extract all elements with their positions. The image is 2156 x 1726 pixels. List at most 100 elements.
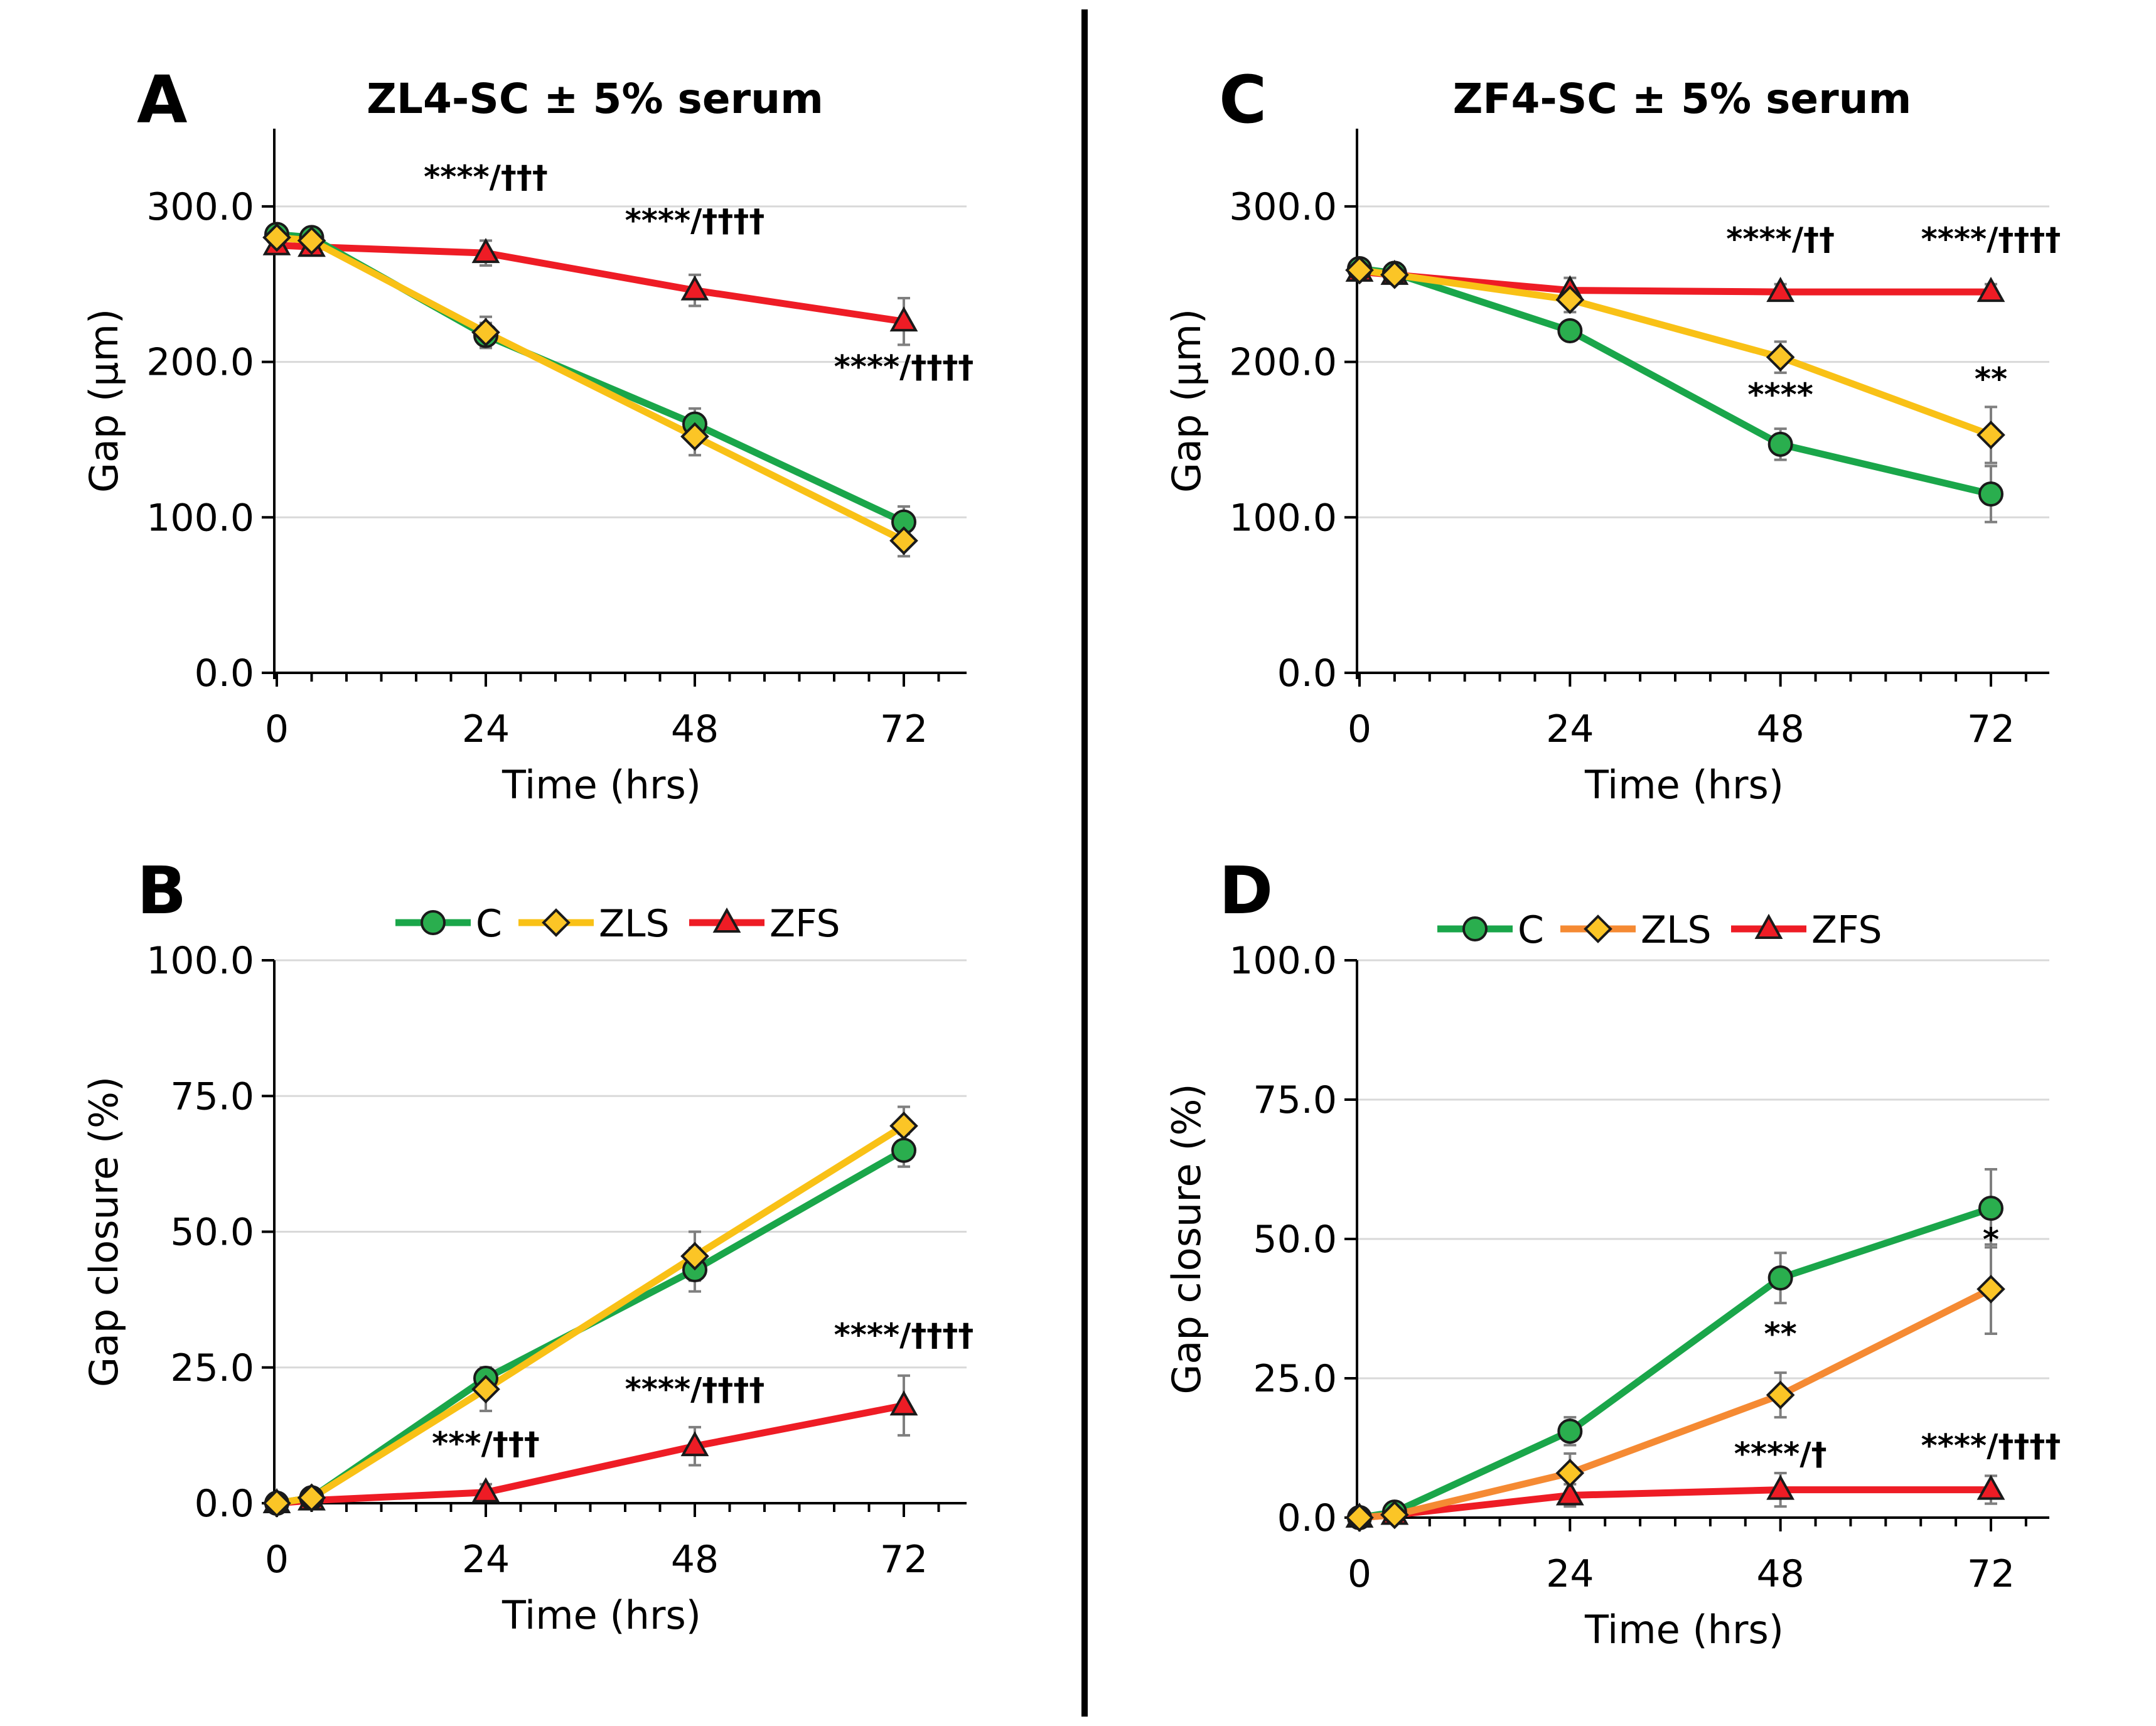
- panel-letter: C: [1219, 62, 1267, 138]
- data-point-zls: [1380, 260, 1409, 289]
- significance-label: ****/††††: [625, 1371, 765, 1408]
- legend-label-c: C: [1518, 908, 1544, 952]
- data-point-c: [1767, 1265, 1793, 1291]
- data-point-zls: [471, 318, 500, 347]
- x-tick-label: 24: [462, 1538, 510, 1582]
- chart-title: ZF4-SC ± 5% serum: [1453, 75, 1912, 123]
- data-point-c: [1978, 481, 2003, 507]
- significance-label: ****/††††: [834, 1317, 974, 1353]
- significance-label: ***/†††: [432, 1425, 540, 1462]
- y-tick-label: 100.0: [1229, 939, 1337, 983]
- y-tick-label: 0.0: [195, 1482, 254, 1526]
- panel-letter: A: [137, 62, 188, 138]
- y-tick-label: 0.0: [1277, 1496, 1337, 1540]
- y-tick-label: 50.0: [1253, 1218, 1337, 1262]
- data-point-zls: [1555, 285, 1585, 314]
- y-tick-label: 75.0: [1253, 1078, 1337, 1122]
- series-line-c: [1359, 1204, 1992, 1521]
- y-tick-label: 200.0: [146, 341, 254, 385]
- data-point-zls: [471, 1375, 500, 1404]
- chart-title: ZL4-SC ± 5% serum: [367, 75, 823, 123]
- y-tick-label: 25.0: [1253, 1357, 1337, 1401]
- data-point-zfs: [889, 1390, 918, 1416]
- data-point-zls: [1555, 1459, 1585, 1487]
- y-tick-label: 200.0: [1229, 341, 1337, 385]
- y-tick-label: 50.0: [170, 1211, 254, 1255]
- y-tick-label: 75.0: [170, 1075, 254, 1118]
- x-tick-label: 48: [671, 707, 719, 751]
- panel-letter: D: [1219, 852, 1273, 929]
- significance-label: **: [1975, 361, 2007, 397]
- y-tick-label: 100.0: [146, 496, 254, 540]
- y-tick-label: 0.0: [1277, 651, 1337, 695]
- legend: C ZLS ZFS: [395, 902, 840, 946]
- x-tick-label: 48: [1756, 1552, 1804, 1596]
- chart-panel-a: 0.0 100.0 200.0 300.0 0 24 48 72 Time (hrs) Gap (…: [81, 62, 973, 808]
- x-tick-label: 72: [880, 1538, 928, 1582]
- panel-letter: B: [137, 852, 186, 929]
- significance-label: ****/†††: [424, 159, 548, 195]
- legend-marker-zls: [542, 908, 571, 937]
- legend-label-zfs: ZFS: [770, 902, 840, 946]
- data-point-c: [1767, 431, 1793, 457]
- data-point-c: [891, 1137, 916, 1163]
- chart-panel-b: 0.0 25.0 50.0 75.0 100.0 0 24 48 72 Time (hrs) Gap…: [81, 852, 973, 1638]
- x-axis-title: Time (hrs): [501, 762, 701, 808]
- data-point-zls: [680, 422, 709, 451]
- legend-marker-c: [421, 910, 446, 935]
- legend-marker-zfs: [712, 907, 741, 933]
- series-line-zfs: [276, 242, 904, 325]
- data-point-zls: [1976, 421, 2005, 449]
- data-point-zls: [1345, 255, 1374, 285]
- x-tick-label: 24: [1546, 1552, 1594, 1596]
- data-point-zfs: [1555, 1480, 1584, 1506]
- y-axis-title: Gap (μm): [81, 309, 127, 493]
- x-axis-title: Time (hrs): [1584, 1607, 1784, 1653]
- y-tick-label: 100.0: [1229, 496, 1337, 540]
- data-point-c: [1978, 1196, 2003, 1221]
- x-tick-label: 72: [880, 707, 928, 751]
- data-point-zls: [1345, 1503, 1374, 1532]
- data-point-zfs: [471, 238, 500, 264]
- y-axis-title: Gap closure (%): [81, 1076, 127, 1387]
- data-point-zls: [889, 1111, 918, 1140]
- data-point-zfs: [889, 306, 918, 332]
- data-point-zfs: [680, 1431, 709, 1457]
- data-point-zfs: [1976, 1474, 2005, 1500]
- y-axis-title: Gap (μm): [1164, 309, 1209, 493]
- legend: C ZLS ZFS: [1437, 908, 1882, 952]
- x-tick-label: 48: [671, 1538, 719, 1582]
- x-tick-label: 0: [1348, 1552, 1371, 1596]
- y-tick-label: 300.0: [1229, 185, 1337, 229]
- x-axis-title: Time (hrs): [1584, 762, 1784, 808]
- significance-label: ****/††††: [834, 348, 974, 385]
- legend-label-zls: ZLS: [1641, 908, 1712, 952]
- data-point-zfs: [471, 1477, 500, 1503]
- x-tick-label: 72: [1967, 707, 2015, 751]
- legend-label-c: C: [476, 902, 502, 946]
- y-tick-label: 0.0: [195, 651, 254, 695]
- data-point-zls: [1380, 1500, 1409, 1530]
- significance-label: ****/†: [1734, 1436, 1827, 1472]
- significance-label: **: [1764, 1316, 1797, 1353]
- significance-label: ****: [1747, 377, 1813, 413]
- significance-label: ****/††: [1726, 221, 1835, 257]
- legend-marker-zls: [1584, 914, 1612, 943]
- series-line-c: [1359, 265, 1992, 498]
- data-point-c: [1557, 318, 1583, 344]
- legend-label-zfs: ZFS: [1811, 908, 1882, 952]
- data-point-zfs: [1766, 1474, 1795, 1500]
- data-point-zfs: [680, 275, 709, 301]
- y-tick-label: 100.0: [146, 939, 254, 983]
- x-tick-label: 24: [462, 707, 510, 751]
- series-line-zls: [276, 1123, 906, 1507]
- data-point-zfs: [1976, 277, 2005, 303]
- significance-label: *: [1983, 1221, 1999, 1258]
- data-point-zls: [680, 1241, 709, 1271]
- series-line-zls: [276, 233, 906, 544]
- data-point-zls: [297, 226, 326, 255]
- x-tick-label: 48: [1756, 707, 1804, 751]
- y-tick-label: 300.0: [146, 185, 254, 229]
- data-point-zls: [262, 1489, 291, 1518]
